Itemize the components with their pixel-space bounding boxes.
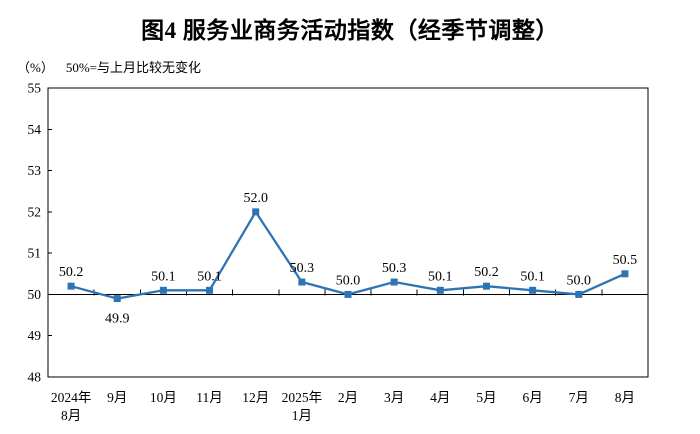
data-point-marker <box>575 290 583 298</box>
data-point-label: 50.3 <box>382 261 407 276</box>
data-point-label: 49.9 <box>105 312 130 327</box>
data-point-label: 50.0 <box>567 273 592 288</box>
y-axis-label: 48 <box>28 370 42 385</box>
data-point-label: 50.0 <box>336 273 361 288</box>
x-axis-label: 11月 <box>196 390 223 405</box>
x-axis-label: 7月 <box>569 390 589 405</box>
x-axis-label: 2024年 8月 <box>51 390 92 423</box>
data-point-label: 50.1 <box>151 269 176 284</box>
y-axis-label: 53 <box>28 163 42 178</box>
x-axis-label: 2月 <box>338 390 358 405</box>
chart-subtitle: （%） 50%=与上月比较无变化 <box>17 57 201 76</box>
data-point-marker <box>436 286 444 294</box>
x-axis-label: 9月 <box>107 390 127 405</box>
data-point-marker <box>621 270 629 278</box>
data-point-marker <box>298 278 306 286</box>
data-point-label: 50.1 <box>197 269 222 284</box>
data-point-marker <box>252 208 260 216</box>
data-point-marker <box>482 282 490 290</box>
unit-label: （%） <box>17 60 54 75</box>
data-point-label: 50.2 <box>474 265 499 280</box>
data-point-marker <box>67 282 75 290</box>
chart-title: 图4 服务业商务活动指数（经季节调整） <box>141 18 559 43</box>
y-axis-label: 49 <box>28 328 42 343</box>
data-point-label: 50.5 <box>613 253 638 268</box>
reference-note: 50%=与上月比较无变化 <box>65 60 202 75</box>
data-point-marker <box>344 290 352 298</box>
x-axis-label: 10月 <box>150 390 177 405</box>
y-axis-label: 50 <box>28 287 42 302</box>
x-axis-label: 4月 <box>430 390 450 405</box>
x-axis-label: 6月 <box>522 390 542 405</box>
x-axis-label: 12月 <box>242 390 269 405</box>
y-axis-label: 54 <box>28 122 42 137</box>
data-point-marker <box>390 278 398 286</box>
x-axis-label: 8月 <box>615 390 635 405</box>
data-point-label: 50.1 <box>520 269 545 284</box>
data-point-marker <box>529 286 537 294</box>
data-point-marker <box>159 286 167 294</box>
data-point-label: 50.2 <box>59 265 84 280</box>
x-axis-label: 5月 <box>476 390 496 405</box>
data-point-label: 50.1 <box>428 269 453 284</box>
x-axis-label: 2025年 1月 <box>282 390 323 423</box>
y-axis-label: 51 <box>28 246 42 261</box>
data-point-label: 50.3 <box>290 261 315 276</box>
plot-border <box>47 87 649 378</box>
y-axis-label: 52 <box>28 204 42 219</box>
data-point-label: 52.0 <box>243 191 268 206</box>
data-point-marker <box>113 295 121 303</box>
data-point-marker <box>206 286 214 294</box>
y-axis-label: 55 <box>28 81 42 96</box>
x-axis-label: 3月 <box>384 390 404 405</box>
